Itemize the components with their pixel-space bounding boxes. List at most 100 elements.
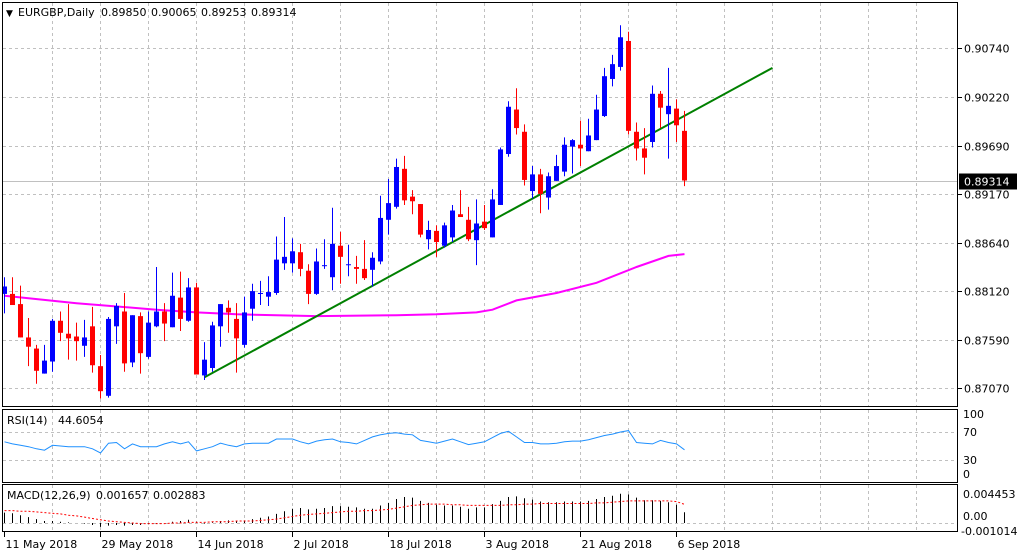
candle-body (18, 304, 23, 338)
candle-body (394, 166, 399, 207)
candle-body (226, 307, 231, 313)
macd-axis-label: -0.001014 (961, 525, 1017, 538)
macd-signal-line (4, 500, 685, 525)
rsi-axis-label: 0 (963, 468, 970, 481)
candle-body (74, 336, 79, 342)
candle-body (82, 337, 87, 346)
price-axis-label: 0.89170 (964, 189, 1010, 202)
candle-body (186, 287, 191, 321)
rsi-label: RSI(14) (7, 414, 47, 427)
candle-body (178, 297, 183, 319)
candle-body (250, 291, 255, 309)
candle-body (194, 287, 199, 375)
candle-body (426, 229, 431, 240)
candle-body (314, 261, 319, 294)
candle-body (290, 251, 295, 264)
candle-body (130, 315, 135, 363)
time-axis-label: 2 Jul 2018 (294, 538, 349, 551)
macd-signal-value: 0.002883 (153, 489, 206, 502)
chart-header: ▼ EURGBP,Daily 0.89850 0.90065 0.89253 0… (6, 6, 297, 19)
candle-body (330, 243, 335, 278)
candle-body (242, 312, 247, 345)
candle-body (66, 333, 71, 339)
candle-body (450, 210, 455, 238)
candle-body (386, 203, 391, 220)
candle-body (570, 140, 575, 147)
candle-body (458, 214, 463, 218)
candle-body (506, 106, 511, 155)
candle-body (586, 135, 591, 152)
candle-body (138, 316, 143, 354)
candle-body (114, 305, 119, 327)
candle-body (234, 318, 239, 339)
candle-body (602, 76, 607, 117)
candle-body (50, 320, 55, 362)
candle-body (306, 270, 311, 294)
current-price-label: 0.89314 (964, 176, 1010, 189)
candle-body (642, 148, 647, 158)
candle-body (210, 325, 215, 369)
candle-body (562, 144, 567, 172)
candle-body (58, 320, 63, 333)
rsi-header: RSI(14) 44.6054 (7, 414, 104, 427)
candle-body (514, 109, 519, 129)
macd-main-value: 0.001657 (96, 489, 149, 502)
candle-body (26, 337, 31, 347)
macd-axis-label: 0.004453 (963, 488, 1016, 501)
rsi-axis-label: 100 (963, 408, 984, 421)
time-axis-label: 21 Aug 2018 (582, 538, 652, 551)
rsi-panel[interactable] (4, 430, 685, 454)
candle-body (578, 144, 583, 149)
low-value: 0.89253 (201, 6, 247, 19)
price-axis-label: 0.88640 (964, 238, 1010, 251)
rsi-line (4, 430, 685, 454)
macd-header: MACD(12,26,9) 0.001657 0.002883 (7, 489, 206, 502)
candle-body (530, 174, 535, 192)
candle-body (482, 221, 487, 229)
candle-body (266, 292, 271, 297)
macd-label: MACD(12,26,9) (7, 489, 91, 502)
candle-body (106, 318, 111, 396)
candle-body (42, 360, 47, 374)
candle-body (650, 93, 655, 142)
candle-body (618, 37, 623, 67)
candle-body (282, 256, 287, 264)
moving-average-line (4, 253, 685, 318)
candle-body (674, 108, 679, 126)
candle-body (634, 131, 639, 149)
axes: 0.90740 0.90220 0.89690 0.89170 0.88640 0.881… (4, 43, 1017, 551)
candle-body (98, 366, 103, 392)
grid (3, 3, 957, 531)
trendline (204, 66, 773, 379)
time-axis-label: 29 May 2018 (102, 538, 174, 551)
close-value: 0.89314 (251, 6, 297, 19)
time-axis-label: 14 Jun 2018 (198, 538, 264, 551)
candle-body (490, 199, 495, 238)
candle-body (258, 292, 263, 294)
price-axis-label: 0.88120 (964, 286, 1010, 299)
candle-body (298, 252, 303, 269)
candle-body (274, 259, 279, 293)
candle-body (346, 264, 351, 266)
time-axis-label: 11 May 2018 (6, 538, 78, 551)
candle-body (154, 311, 159, 327)
panel-frames (2, 2, 958, 532)
macd-panel[interactable] (4, 493, 685, 527)
price-axis-label: 0.87590 (964, 335, 1010, 348)
macd-axis-label: 0.00 (963, 510, 988, 523)
candle-body (594, 109, 599, 141)
dropdown-arrow-icon[interactable]: ▼ (6, 9, 13, 19)
candle-body (522, 131, 527, 180)
rsi-axis-label: 70 (963, 426, 977, 439)
candle-body (418, 204, 423, 235)
main-price-panel[interactable] (2, 25, 957, 399)
candle-body (682, 130, 687, 181)
price-axis-label: 0.90220 (964, 92, 1010, 105)
time-axis-label: 18 Jul 2018 (390, 538, 452, 551)
candle-body (554, 166, 559, 181)
candle-body (362, 268, 367, 279)
candle-body (626, 40, 631, 131)
candle-body (410, 196, 415, 202)
candle-body (34, 348, 39, 371)
